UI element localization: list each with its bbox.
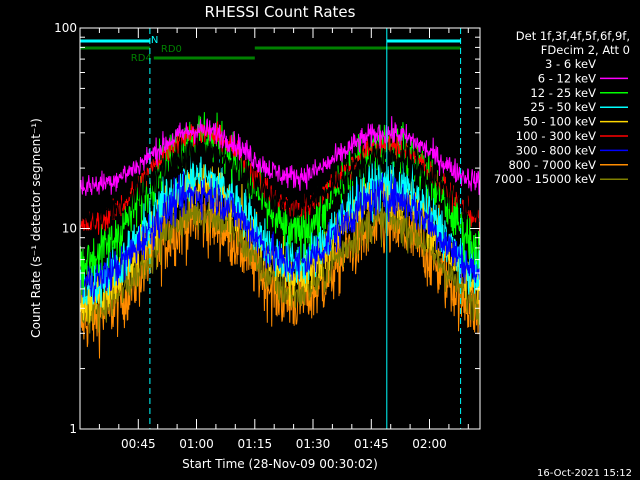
flag-label: RD0 bbox=[161, 44, 182, 55]
legend-label: 3 - 6 keV bbox=[545, 57, 596, 71]
y-tick-label: 1 bbox=[69, 422, 77, 436]
legend-label: 800 - 7000 keV bbox=[508, 158, 596, 172]
y-tick-label: 10 bbox=[62, 222, 77, 236]
x-tick-label: 01:45 bbox=[354, 437, 389, 451]
legend: Det 1f,3f,4f,5f,6f,9f, FDecim 2, Att 0 3… bbox=[494, 29, 630, 186]
series-layer bbox=[79, 112, 481, 359]
x-tick-label: 02:00 bbox=[412, 437, 447, 451]
legend-label: 300 - 800 keV bbox=[516, 143, 596, 157]
y-axis: 1 10 100 bbox=[54, 21, 480, 436]
x-axis: 00:45 01:00 01:15 01:30 01:45 02:00 bbox=[79, 28, 469, 451]
legend-label: 12 - 25 keV bbox=[530, 86, 596, 100]
legend-label: 6 - 12 keV bbox=[538, 71, 596, 85]
chart-title: RHESSI Count Rates bbox=[205, 3, 356, 21]
legend-label: 25 - 50 keV bbox=[530, 100, 596, 114]
legend-label: 50 - 100 keV bbox=[523, 115, 596, 129]
legend-header-line-1: Det 1f,3f,4f,5f,6f,9f, bbox=[516, 29, 630, 43]
legend-label: 100 - 300 keV bbox=[516, 129, 596, 143]
x-tick-label: 01:30 bbox=[296, 437, 331, 451]
legend-label: 7000 - 15000 keV bbox=[494, 172, 596, 186]
series-line bbox=[79, 171, 481, 303]
x-tick-label: 00:45 bbox=[121, 437, 156, 451]
y-tick-label: 100 bbox=[54, 21, 77, 35]
y-axis-label: Count Rate (s⁻¹ detector segment⁻¹) bbox=[29, 118, 43, 338]
series-line bbox=[79, 132, 481, 233]
legend-header-line-2: FDecim 2, Att 0 bbox=[541, 43, 630, 57]
flag-label: N bbox=[151, 35, 158, 46]
night-markers bbox=[149, 28, 462, 429]
x-axis-label: Start Time (28-Nov-09 00:30:02) bbox=[182, 457, 378, 471]
series-line bbox=[79, 116, 481, 196]
flag-label: RD4 bbox=[131, 53, 152, 64]
x-tick-label: 01:00 bbox=[179, 437, 214, 451]
series-line bbox=[79, 191, 481, 334]
timestamp: 16-Oct-2021 15:12 bbox=[537, 468, 632, 479]
x-tick-label: 01:15 bbox=[238, 437, 273, 451]
